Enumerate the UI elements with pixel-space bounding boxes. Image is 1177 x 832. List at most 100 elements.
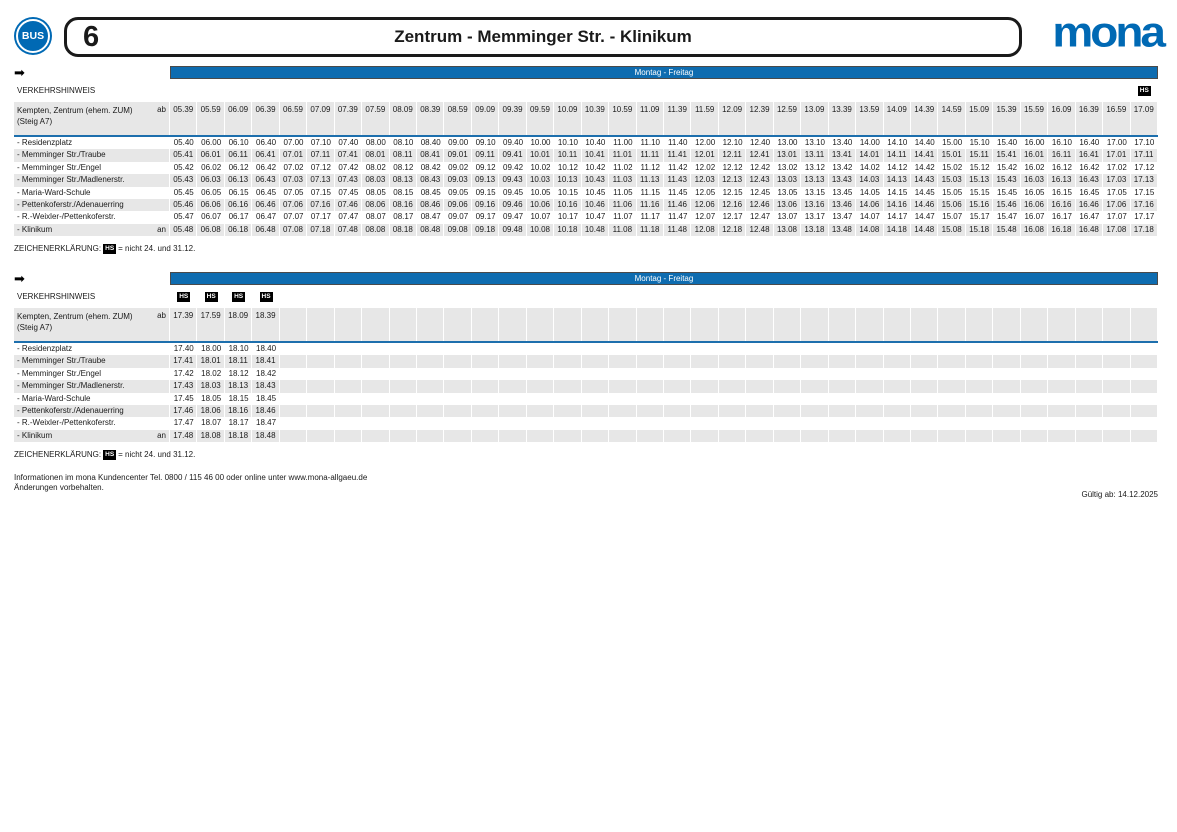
time-cell xyxy=(554,417,581,429)
time-cell: 07.40 xyxy=(338,138,359,147)
time-cell: 09.00 xyxy=(448,138,469,147)
time-cell: 07.47 xyxy=(338,212,359,222)
time-cell: 12.00 xyxy=(695,138,716,147)
time-cell: 14.00 xyxy=(859,138,880,147)
station-tag xyxy=(153,174,170,187)
time-cell: 18.46 xyxy=(252,404,280,418)
time-cell: 18.45 xyxy=(256,393,277,403)
time-cell xyxy=(856,429,884,443)
time-cell xyxy=(664,343,691,355)
time-cell: 10.01 xyxy=(526,149,555,162)
hinweis-cell xyxy=(1076,290,1103,303)
time-cell: 05.41 xyxy=(170,149,198,162)
time-cell xyxy=(856,308,884,341)
time-cell xyxy=(965,380,994,393)
time-cell xyxy=(1021,343,1048,355)
time-cell: 09.16 xyxy=(471,198,500,212)
time-cell: 06.59 xyxy=(279,102,308,135)
time-cell: 14.43 xyxy=(911,174,939,187)
time-cell xyxy=(664,393,691,405)
time-cell: 10.15 xyxy=(557,187,578,197)
time-cell xyxy=(1021,393,1048,405)
time-cell xyxy=(390,393,417,405)
time-cell: 16.45 xyxy=(1079,187,1100,197)
station-row: - Maria-Ward-Schule 17.45 18.05 18.15 18.45 xyxy=(14,393,1158,405)
hinweis-cell xyxy=(966,290,993,303)
time-cell: 13.47 xyxy=(832,212,853,222)
time-cell xyxy=(883,404,911,418)
time-cell: 06.41 xyxy=(252,149,280,162)
footer-info: Informationen im mona Kundencenter Tel. … xyxy=(14,473,367,492)
hinweis-cell xyxy=(1021,290,1048,303)
time-cell: 16.59 xyxy=(1103,102,1131,135)
time-cell xyxy=(1131,368,1158,380)
time-cell xyxy=(280,417,307,429)
time-cell xyxy=(746,393,773,405)
time-cell xyxy=(1048,404,1076,418)
time-cell: 15.02 xyxy=(942,162,963,172)
time-cell xyxy=(499,380,527,393)
time-cell: 06.47 xyxy=(256,212,277,222)
hinweis-cell xyxy=(335,84,362,97)
time-cell xyxy=(828,404,857,418)
time-cell: 08.03 xyxy=(362,174,390,187)
bus-badge-label: BUS xyxy=(21,30,45,42)
time-cell: 17.02 xyxy=(1106,162,1127,172)
time-cell: 08.13 xyxy=(389,174,417,187)
time-cell: 17.09 xyxy=(1130,102,1158,135)
time-cell: 10.06 xyxy=(526,198,555,212)
time-cell xyxy=(1048,380,1076,393)
time-cell xyxy=(279,404,308,418)
hinweis-row: VERKEHRSHINWEIS HS HS HS HS xyxy=(14,290,1158,303)
time-cell: 09.15 xyxy=(475,187,496,197)
time-cell xyxy=(773,380,802,393)
time-cell: 06.06 xyxy=(197,198,225,212)
time-cell: 13.39 xyxy=(828,102,857,135)
time-cell xyxy=(829,393,856,405)
time-cell xyxy=(527,343,554,355)
time-cell: 12.11 xyxy=(718,149,747,162)
station-row: - Memminger Str./Traube 17.41 18.01 18.11 18… xyxy=(14,355,1158,368)
hinweis-cell xyxy=(664,84,691,97)
time-cell xyxy=(472,343,499,355)
time-cell: 16.39 xyxy=(1075,102,1104,135)
hinweis-cell xyxy=(170,84,197,97)
time-cell: 12.07 xyxy=(695,212,716,222)
time-cell xyxy=(499,308,527,341)
time-cell: 12.41 xyxy=(746,149,774,162)
time-cell: 10.17 xyxy=(557,212,578,222)
station-tag xyxy=(153,417,170,429)
time-cell xyxy=(444,393,471,405)
time-cell: 18.39 xyxy=(252,308,280,341)
time-cell: 06.42 xyxy=(256,162,277,172)
time-cell xyxy=(719,417,746,429)
time-cell: 10.59 xyxy=(609,102,637,135)
time-cell: 18.48 xyxy=(252,429,280,443)
time-cell: 15.18 xyxy=(965,223,994,237)
time-cell: 07.06 xyxy=(279,198,308,212)
hinweis-cell xyxy=(884,84,911,97)
time-cell xyxy=(471,429,500,443)
time-cell: 13.09 xyxy=(801,102,829,135)
time-cell: 13.16 xyxy=(801,198,829,212)
time-cell xyxy=(609,429,637,443)
time-cell: 06.39 xyxy=(252,102,280,135)
time-cell: 10.46 xyxy=(581,198,610,212)
legend: ZEICHENERKLÄRUNG: HS = nicht 24. und 31.12… xyxy=(14,244,1158,255)
hinweis-cell xyxy=(691,84,718,97)
time-cell: 17.42 xyxy=(173,368,194,378)
time-cell: 15.48 xyxy=(993,223,1021,237)
time-cell: 10.39 xyxy=(581,102,610,135)
time-cell: 16.10 xyxy=(1051,138,1072,147)
time-cell: 14.59 xyxy=(938,102,966,135)
time-cell: 08.02 xyxy=(365,162,386,172)
time-cell xyxy=(499,404,527,418)
time-cell xyxy=(1076,343,1103,355)
time-cell: 07.18 xyxy=(307,223,335,237)
time-cell xyxy=(1103,393,1130,405)
time-cell: 13.12 xyxy=(804,162,825,172)
station-name: - Memminger Str./Madlenerstr. xyxy=(14,380,153,393)
time-cell: 18.10 xyxy=(228,344,249,353)
hinweis-cell xyxy=(719,84,746,97)
timetable: VERKEHRSHINWEIS HS Kempten, Zentrum (ehem.… xyxy=(14,84,1158,237)
